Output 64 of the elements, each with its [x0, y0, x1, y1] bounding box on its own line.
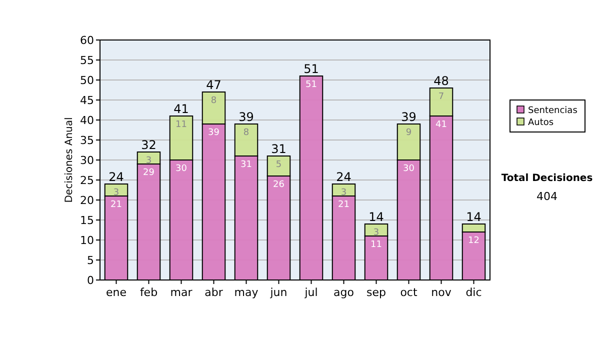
total-label: 24	[108, 170, 124, 184]
total-label: 48	[434, 74, 449, 88]
data-label: 7	[438, 92, 444, 102]
total-label: 39	[238, 110, 254, 124]
y-tick-label: 0	[87, 274, 94, 287]
data-label: 8	[243, 128, 250, 138]
x-tick-label: feb	[140, 286, 158, 299]
total-label: 32	[141, 138, 156, 152]
text: 404	[536, 190, 558, 203]
data-label: 12	[468, 236, 480, 246]
data-label: 30	[403, 164, 415, 174]
y-tick-label: 25	[80, 174, 94, 187]
y-tick-label: 35	[80, 134, 94, 147]
x-tick-label: sep	[366, 286, 386, 299]
x-tick-label: mar	[170, 286, 193, 299]
x-tick-label: jun	[269, 286, 288, 299]
data-label: 3	[340, 188, 347, 198]
data-label: 8	[210, 96, 217, 106]
data-label: 41	[436, 120, 447, 130]
total-label: 24	[336, 170, 352, 184]
data-label: 29	[143, 168, 155, 178]
x-tick-label: ene	[106, 286, 127, 299]
data-label: 3	[113, 188, 120, 198]
y-tick-label: 45	[80, 94, 94, 107]
x-tick-label: ago	[334, 286, 354, 299]
total-label: 47	[206, 78, 222, 92]
data-label: 51	[306, 80, 317, 90]
legend-label: Sentencias	[528, 106, 578, 116]
y-axis-title: Decisiones Anual	[64, 117, 75, 203]
x-tick-label: jul	[304, 286, 318, 299]
total-label: 31	[271, 142, 286, 156]
y-tick-label: 40	[80, 114, 94, 127]
y-tick-label: 55	[80, 54, 94, 67]
data-label: 21	[110, 200, 122, 210]
y-tick-label: 60	[80, 34, 94, 47]
legend-label: Autos	[528, 118, 554, 128]
y-tick-label: 5	[87, 254, 94, 267]
data-label: 3	[373, 228, 380, 238]
x-tick-label: nov	[431, 286, 452, 299]
total-label: 51	[304, 62, 319, 76]
data-label: 11	[370, 240, 382, 250]
total-label: 14	[466, 210, 482, 224]
total-label: 39	[401, 110, 416, 124]
y-tick-label: 10	[80, 234, 94, 247]
y-tick-label: 30	[80, 154, 94, 167]
data-label: 3	[146, 156, 152, 166]
data-label: 31	[240, 160, 252, 170]
data-label: 39	[208, 128, 220, 138]
data-label: 11	[176, 120, 187, 130]
data-label: 9	[406, 128, 412, 138]
x-tick-label: abr	[204, 286, 224, 299]
x-tick-label: may	[234, 286, 259, 299]
x-tick-label: oct	[400, 286, 418, 299]
x-tick-label: dic	[466, 286, 482, 299]
total-label: 41	[174, 102, 189, 116]
y-tick-label: 20	[80, 194, 94, 207]
total-label: 14	[368, 210, 384, 224]
data-label: 5	[276, 160, 282, 170]
y-tick-label: 15	[80, 214, 94, 227]
y-tick-label: 50	[80, 74, 94, 87]
data-label: 26	[273, 180, 285, 190]
data-label: 30	[176, 164, 188, 174]
text: Total Decisiones	[501, 173, 593, 184]
data-label: 21	[338, 200, 350, 210]
